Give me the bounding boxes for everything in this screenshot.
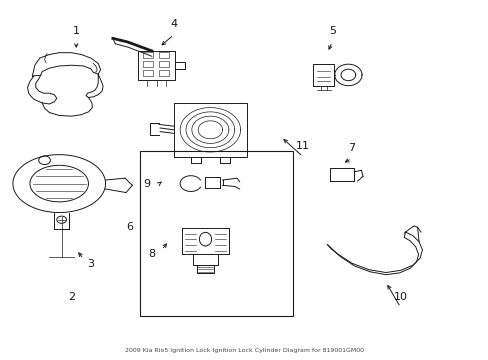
Text: 8: 8 xyxy=(148,248,155,258)
Text: 7: 7 xyxy=(347,143,355,153)
Bar xyxy=(140,151,293,316)
Text: 10: 10 xyxy=(393,292,407,302)
Text: 11: 11 xyxy=(295,141,309,151)
Text: 5: 5 xyxy=(328,26,335,36)
Text: 9: 9 xyxy=(143,179,150,189)
Bar xyxy=(159,60,168,67)
Bar xyxy=(159,69,168,76)
Bar xyxy=(143,60,153,67)
Text: 4: 4 xyxy=(170,19,177,29)
Text: 2: 2 xyxy=(68,292,75,302)
Text: 3: 3 xyxy=(87,259,94,269)
Text: 6: 6 xyxy=(126,222,133,231)
Text: 1: 1 xyxy=(73,26,80,36)
Bar xyxy=(143,69,153,76)
Bar xyxy=(159,51,168,58)
Text: 2009 Kia Rio5 Ignition Lock Ignition Lock Cylinder Diagram for 819001GM00: 2009 Kia Rio5 Ignition Lock Ignition Loc… xyxy=(125,348,363,353)
Bar xyxy=(143,51,153,58)
